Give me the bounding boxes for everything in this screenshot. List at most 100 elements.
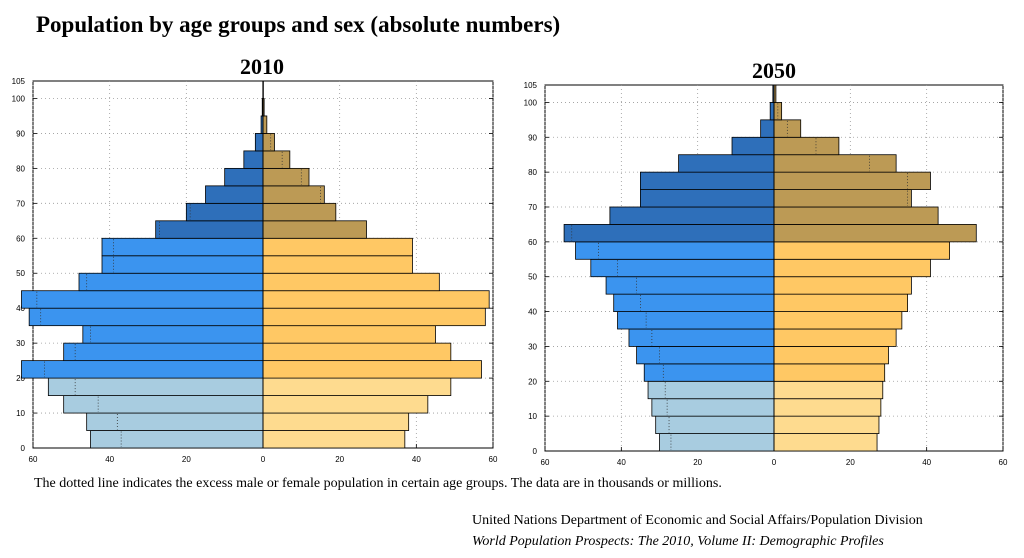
y-tick-label-2050: 105: [524, 81, 538, 90]
male-bar-2010-0-4: [90, 430, 264, 449]
male-bar-2010-35-39: [28, 307, 264, 327]
y-tick-label-2010: 50: [16, 269, 25, 278]
female-bar-2050-65-69: [773, 206, 939, 225]
male-bar-2050-20-24: [643, 363, 775, 382]
male-bar-2010-55-59: [101, 237, 264, 257]
female-bar-2050-50-54: [773, 258, 931, 278]
x-tick-label-2010: 20: [182, 455, 191, 464]
male-bar-2010-50-54: [101, 255, 264, 274]
y-tick-label-2050: 70: [528, 203, 537, 212]
y-tick-label-2010: 30: [16, 339, 25, 348]
y-tick-label-2050: 50: [528, 273, 537, 282]
x-tick-label-2050: 0: [772, 458, 777, 467]
male-bar-2050-10-14: [651, 398, 775, 417]
male-bar-2050-80-84: [678, 154, 775, 173]
female-bar-2050-30-34: [773, 328, 897, 347]
y-tick-label-2050: 0: [533, 447, 538, 456]
female-bar-2010-0-4: [262, 430, 406, 449]
y-tick-label-2050: 90: [528, 133, 537, 142]
y-tick-label-2050: 20: [528, 377, 537, 386]
female-bar-2010-5-9: [262, 412, 410, 431]
female-bar-2010-90-94: [262, 115, 268, 134]
y-tick-label-2010: 60: [16, 234, 25, 243]
male-bar-2050-65-69: [609, 206, 775, 225]
male-bar-2010-20-24: [21, 360, 264, 379]
male-bar-2050-60-64: [563, 224, 775, 243]
female-bar-2010-60-64: [262, 220, 367, 239]
x-tick-label-2050: 20: [693, 458, 702, 467]
female-bar-2050-15-19: [773, 380, 884, 400]
x-tick-label-2010: 40: [105, 455, 114, 464]
footnote: The dotted line indicates the excess mal…: [34, 476, 722, 491]
female-bar-2050-10-14: [773, 398, 882, 417]
female-bar-2050-70-74: [773, 189, 912, 208]
y-tick-label-2010: 20: [16, 374, 25, 383]
chart-title-2050: 2050: [752, 58, 796, 83]
female-bar-2050-95-99: [773, 102, 783, 121]
male-bar-2010-85-89: [254, 133, 264, 152]
male-bar-2010-15-19: [47, 377, 264, 396]
x-tick-label-2050: 60: [541, 458, 550, 467]
female-bar-2050-60-64: [773, 224, 977, 243]
male-bar-2010-65-69: [185, 202, 264, 222]
source-publication: World Population Prospects: The 2010, Vo…: [472, 534, 884, 549]
male-bar-2010-30-34: [82, 325, 264, 344]
male-bar-2050-5-9: [655, 415, 775, 434]
x-tick-label-2050: 40: [922, 458, 931, 467]
male-bar-2010-45-49: [78, 272, 264, 292]
male-bar-2010-5-9: [86, 412, 264, 431]
source-organization: United Nations Department of Economic an…: [472, 513, 923, 528]
male-bar-2050-30-34: [628, 328, 775, 347]
male-bar-2050-15-19: [647, 380, 775, 400]
y-tick-label-2050: 40: [528, 308, 537, 317]
y-tick-label-2010: 105: [12, 77, 26, 86]
y-tick-label-2010: 90: [16, 129, 25, 138]
x-tick-label-2050: 40: [617, 458, 626, 467]
female-bar-2010-40-44: [262, 290, 490, 309]
y-tick-label-2050: 80: [528, 168, 537, 177]
x-tick-label-2050: 20: [846, 458, 855, 467]
female-bar-2050-80-84: [773, 154, 897, 173]
x-tick-label-2010: 60: [29, 455, 38, 464]
male-bar-2010-70-74: [205, 185, 264, 204]
female-bar-2050-35-39: [773, 311, 903, 330]
y-tick-label-2050: 30: [528, 342, 537, 351]
male-bar-2050-75-79: [640, 171, 775, 190]
male-bar-2050-70-74: [640, 189, 775, 208]
male-bar-2050-95-99: [769, 102, 775, 121]
male-bar-2050-45-49: [605, 276, 775, 295]
male-bar-2050-90-94: [760, 119, 775, 138]
female-bar-2010-35-39: [262, 307, 486, 327]
female-bar-2050-40-44: [773, 293, 908, 312]
y-tick-label-2010: 100: [12, 94, 26, 103]
y-tick-label-2010: 0: [21, 444, 26, 453]
x-tick-label-2010: 60: [489, 455, 498, 464]
male-bar-2050-35-39: [617, 311, 775, 330]
male-bar-2050-50-54: [590, 258, 775, 278]
x-tick-label-2010: 0: [261, 455, 266, 464]
male-bar-2050-0-4: [659, 433, 775, 452]
female-bar-2010-50-54: [262, 255, 413, 274]
chart-title-2010: 2010: [240, 54, 284, 79]
female-bar-2010-25-29: [262, 342, 452, 362]
x-tick-label-2010: 20: [335, 455, 344, 464]
female-bar-2010-65-69: [262, 202, 337, 222]
male-bar-2010-10-14: [63, 395, 264, 414]
y-tick-label-2050: 100: [524, 98, 538, 107]
female-bar-2050-90-94: [773, 119, 802, 138]
female-bar-2050-25-29: [773, 346, 889, 365]
female-bar-2050-85-89: [773, 136, 840, 156]
y-tick-label-2010: 40: [16, 304, 25, 313]
female-bar-2050-45-49: [773, 276, 912, 295]
female-bar-2010-30-34: [262, 325, 436, 344]
male-bar-2050-25-29: [636, 346, 775, 365]
male-bar-2010-25-29: [63, 342, 264, 362]
female-bar-2010-45-49: [262, 272, 440, 292]
y-tick-label-2010: 10: [16, 409, 25, 418]
female-bar-2010-10-14: [262, 395, 429, 414]
female-bar-2010-15-19: [262, 377, 452, 396]
female-bar-2010-55-59: [262, 237, 413, 257]
female-bar-2010-75-79: [262, 167, 310, 187]
female-bar-2010-85-89: [262, 133, 275, 152]
